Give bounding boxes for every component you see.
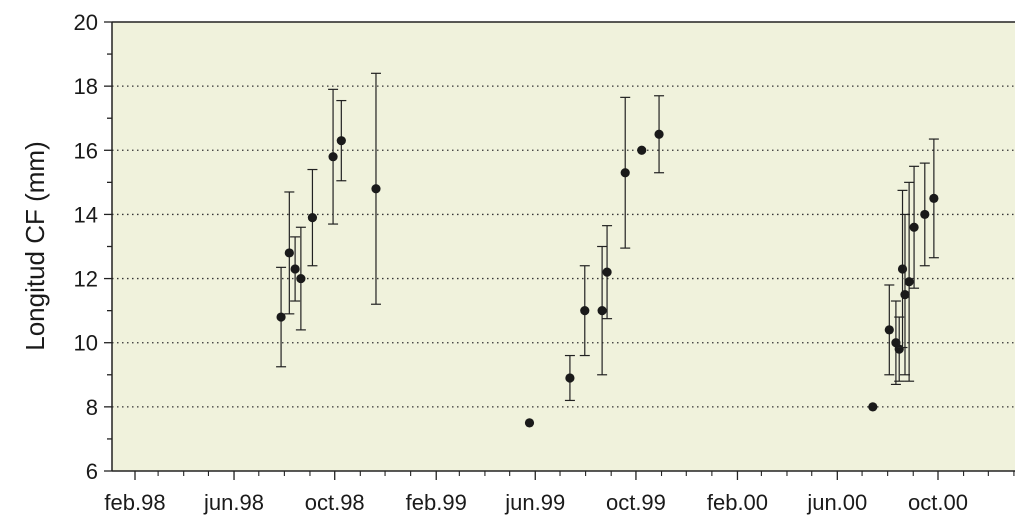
data-point — [637, 145, 647, 155]
data-point — [897, 264, 908, 274]
data-point — [524, 418, 535, 428]
data-point — [894, 344, 904, 354]
data-point — [336, 136, 346, 146]
y-tick-label: 12 — [74, 267, 98, 292]
data-point — [900, 290, 910, 300]
x-tick-label: jun.98 — [203, 490, 264, 515]
x-tick-label: oct.99 — [606, 490, 666, 515]
data-point — [597, 306, 607, 316]
x-tick-label: feb.99 — [406, 490, 467, 515]
data-point — [868, 402, 878, 412]
y-tick-label: 18 — [74, 74, 98, 99]
x-tick-label: jun.00 — [806, 490, 867, 515]
data-point — [904, 277, 914, 287]
y-tick-label: 14 — [74, 202, 98, 227]
x-ticks: feb.98 jun.98 oct.98 feb.99 jun.99 oct.99 feb.… — [104, 471, 1015, 515]
y-tick-label: 16 — [74, 138, 98, 163]
data-point — [920, 209, 930, 220]
x-tick-label: feb.00 — [707, 490, 768, 515]
x-tick-label: feb.98 — [104, 490, 165, 515]
y-axis-title: Longitud CF (mm) — [20, 141, 50, 351]
data-point — [328, 152, 338, 162]
data-point — [909, 222, 919, 232]
data-point — [602, 267, 612, 277]
data-series — [276, 72, 939, 428]
plot-background — [112, 22, 1015, 471]
data-point — [884, 325, 894, 335]
x-tick-label: jun.99 — [504, 490, 565, 515]
data-point — [284, 248, 294, 258]
y-tick-label: 20 — [74, 10, 98, 35]
x-tick-label: oct.00 — [908, 490, 968, 515]
x-tick-label: oct.98 — [305, 490, 365, 515]
grid-lines — [112, 85, 1015, 408]
data-point — [371, 184, 381, 194]
data-point — [580, 306, 590, 316]
data-point — [307, 213, 318, 223]
data-point — [290, 264, 300, 274]
y-tick-label: 8 — [86, 395, 98, 420]
y-ticks: 6 8 10 12 14 16 18 20 — [74, 10, 112, 484]
data-point — [276, 312, 286, 322]
data-point — [929, 193, 939, 203]
data-point — [565, 373, 575, 383]
data-point — [654, 129, 664, 139]
y-tick-label: 10 — [74, 331, 98, 356]
data-point — [620, 168, 630, 178]
data-point — [296, 273, 306, 284]
y-tick-label: 6 — [86, 459, 98, 484]
